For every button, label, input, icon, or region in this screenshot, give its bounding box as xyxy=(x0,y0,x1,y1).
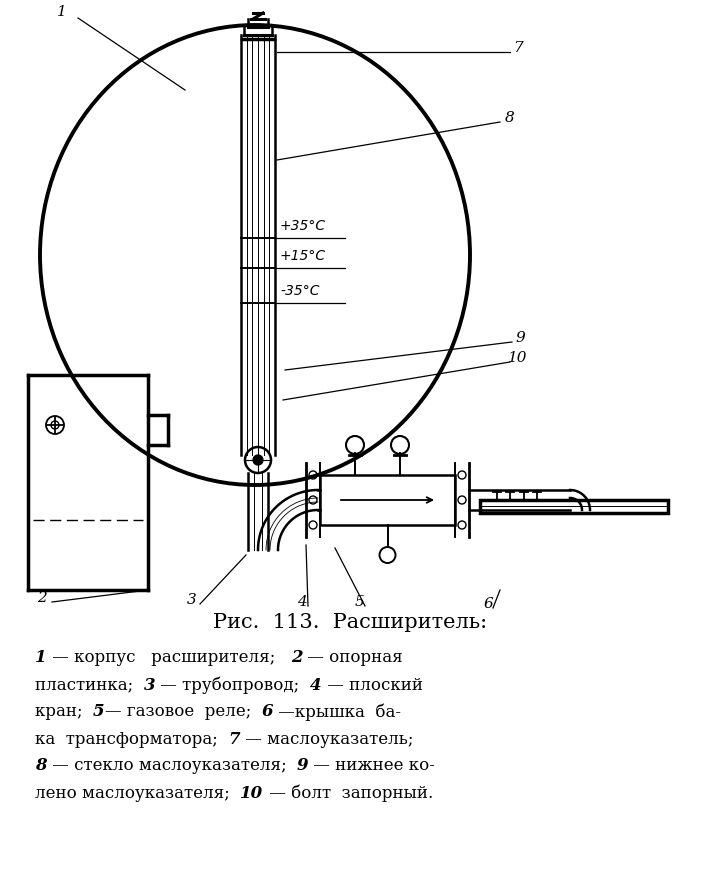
Text: 7: 7 xyxy=(513,41,523,55)
Text: 8: 8 xyxy=(35,758,47,774)
Text: 1: 1 xyxy=(57,5,67,19)
Text: кран;: кран; xyxy=(35,704,93,720)
Circle shape xyxy=(253,455,263,465)
Text: 2: 2 xyxy=(37,591,47,605)
Text: — опорная: — опорная xyxy=(302,650,403,666)
Text: — стекло маслоуказателя;: — стекло маслоуказателя; xyxy=(47,758,297,774)
Text: 9: 9 xyxy=(515,331,525,345)
Text: 9: 9 xyxy=(297,758,308,774)
Text: 1: 1 xyxy=(35,650,47,666)
Text: 6: 6 xyxy=(483,597,493,611)
Text: Рис.  113.  Расширитель:: Рис. 113. Расширитель: xyxy=(213,612,487,631)
Text: 5: 5 xyxy=(355,595,365,609)
Text: —крышка  ба-: —крышка ба- xyxy=(273,703,401,720)
Text: — болт  запорный.: — болт запорный. xyxy=(264,784,433,801)
Text: 10: 10 xyxy=(240,785,264,801)
Text: 3: 3 xyxy=(144,677,155,693)
Text: — плоский: — плоский xyxy=(322,677,423,693)
Text: 4: 4 xyxy=(297,595,307,609)
Text: 10: 10 xyxy=(508,351,528,365)
Text: +15°C: +15°C xyxy=(280,249,326,263)
Bar xyxy=(480,500,668,513)
Text: лено маслоуказателя;: лено маслоуказателя; xyxy=(35,785,240,801)
Text: ка  трансформатора;: ка трансформатора; xyxy=(35,731,229,747)
Text: -35°C: -35°C xyxy=(280,284,320,298)
Text: 6: 6 xyxy=(261,704,273,720)
Text: — газовое  реле;: — газовое реле; xyxy=(104,704,261,720)
Bar xyxy=(320,475,455,525)
Text: пластинка;: пластинка; xyxy=(35,677,144,693)
Text: 4: 4 xyxy=(310,677,322,693)
Text: +35°C: +35°C xyxy=(280,219,326,233)
Text: — корпус   расширителя;: — корпус расширителя; xyxy=(47,650,291,666)
Text: 8: 8 xyxy=(505,111,515,125)
Text: 7: 7 xyxy=(229,731,240,747)
Text: — нижнее ко-: — нижнее ко- xyxy=(308,758,435,774)
Text: 3: 3 xyxy=(187,593,197,607)
Text: 5: 5 xyxy=(93,704,104,720)
Text: — трубопровод;: — трубопровод; xyxy=(155,676,310,693)
Text: 2: 2 xyxy=(291,650,302,666)
Text: — маслоуказатель;: — маслоуказатель; xyxy=(240,731,414,747)
